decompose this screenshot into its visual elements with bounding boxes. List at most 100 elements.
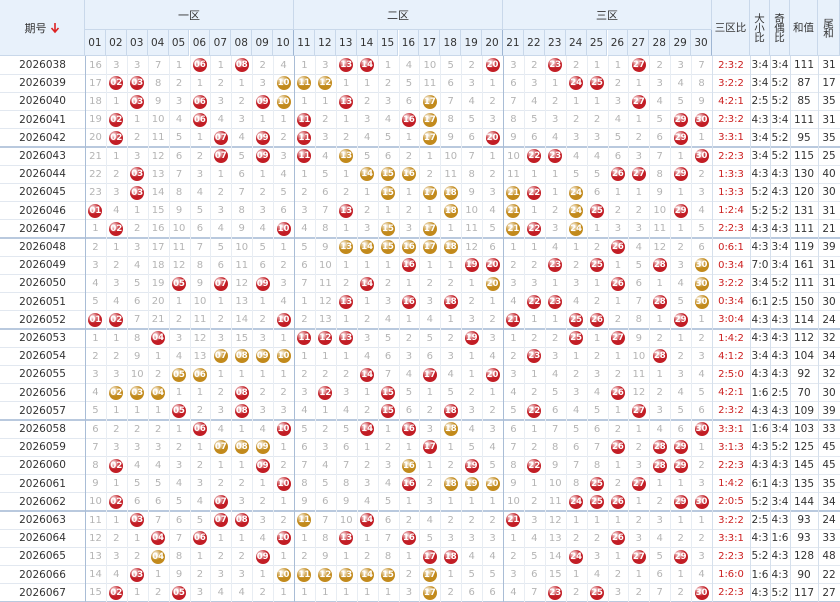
ball: 06 — [192, 112, 207, 127]
omission: 7 — [301, 459, 308, 471]
omission: 6 — [572, 441, 580, 453]
zone-ratio: 3:1:3 — [718, 441, 744, 453]
big-small: 3:4 — [751, 150, 769, 163]
ball: 08 — [234, 58, 249, 73]
omission: 4 — [510, 387, 517, 399]
omission: 10 — [172, 223, 186, 235]
omission: 5 — [92, 405, 99, 417]
ball: 25 — [569, 331, 584, 346]
omission: 3 — [322, 132, 329, 144]
omission: 2 — [238, 478, 245, 490]
omission: 9 — [552, 459, 559, 471]
omission: 6 — [343, 441, 350, 453]
column-line — [335, 56, 337, 602]
omission: 1 — [572, 569, 580, 581]
omission: 1 — [447, 259, 454, 271]
sum: 130 — [793, 168, 815, 181]
omission: 2 — [593, 296, 601, 308]
omission: 1 — [593, 95, 601, 107]
omission: 3 — [405, 223, 413, 235]
omission: 1 — [384, 423, 392, 435]
zone-ratio: 4:2:1 — [718, 95, 744, 107]
omission: 2 — [531, 59, 538, 71]
big-small: 4:3 — [751, 313, 769, 326]
ball: 30 — [694, 422, 709, 437]
omission: 9 — [698, 95, 705, 107]
omission: 4 — [405, 59, 413, 71]
big-small: 4:3 — [751, 168, 769, 181]
omission: 12 — [89, 532, 102, 544]
period: 2026053 — [19, 332, 66, 345]
omission: 3 — [92, 368, 99, 380]
gold-ball: 17 — [422, 240, 437, 255]
zone-ratio: 2:3:2 — [718, 59, 744, 71]
period-header-text: 期号 — [24, 21, 47, 35]
ball: 13 — [339, 531, 354, 546]
omission: 1 — [280, 114, 287, 126]
omission: 3 — [217, 205, 225, 217]
ball: 01 — [88, 312, 103, 327]
omission: 3 — [134, 441, 141, 453]
odd-even: 3:4 — [771, 59, 789, 72]
omission: 2 — [489, 168, 496, 180]
omission: 1 — [489, 150, 496, 162]
gold-ball: 17 — [422, 221, 437, 236]
omission: 1 — [280, 441, 287, 453]
period-header[interactable]: 期号 — [0, 0, 85, 56]
omission: 3 — [635, 223, 643, 235]
column-line — [482, 56, 484, 602]
omission: 5 — [552, 387, 559, 399]
tail-sum: 25 — [822, 150, 836, 163]
zone-header: 二区 — [294, 0, 503, 30]
omission: 1 — [196, 387, 204, 399]
number-header: 21 — [503, 30, 524, 56]
omission: 4 — [92, 387, 99, 399]
omission: 12 — [465, 241, 478, 253]
omission: 3 — [656, 77, 663, 89]
omission: 8 — [343, 478, 350, 490]
omission: 7 — [301, 277, 308, 289]
period: 2026044 — [19, 168, 66, 181]
omission: 6 — [468, 132, 475, 144]
omission: 14 — [151, 186, 165, 198]
number-header: 10 — [273, 30, 294, 56]
ball: 28 — [652, 440, 667, 455]
omission: 3 — [175, 332, 183, 344]
tail-sum: 35 — [822, 131, 836, 144]
omission: 5 — [301, 423, 308, 435]
omission: 3 — [593, 550, 601, 562]
ball: 30 — [694, 494, 709, 509]
ball: 03 — [130, 185, 145, 200]
sum: 114 — [793, 313, 815, 326]
omission: 5 — [405, 77, 413, 89]
gold-ball: 16 — [401, 167, 416, 182]
gold-ball: 13 — [339, 567, 354, 582]
ball: 11 — [297, 130, 312, 145]
omission: 3 — [217, 95, 225, 107]
omission: 1 — [113, 405, 120, 417]
ball: 23 — [527, 349, 542, 364]
zone-ratio: 2:2:3 — [718, 150, 744, 162]
omission: 4 — [426, 514, 434, 526]
ball: 16 — [401, 294, 416, 309]
number-header: 17 — [419, 30, 441, 56]
ball: 17 — [422, 367, 437, 382]
odd-even: 5:2 — [771, 131, 789, 144]
omission: 9 — [447, 132, 454, 144]
number-header: 03 — [126, 30, 148, 56]
omission: 9 — [510, 132, 517, 144]
omission: 8 — [238, 205, 245, 217]
number-header: 11 — [294, 30, 315, 56]
ball: 19 — [464, 258, 479, 273]
omission: 5 — [677, 405, 684, 417]
omission: 1 — [510, 532, 517, 544]
omission: 1 — [175, 59, 183, 71]
ball: 24 — [569, 494, 584, 509]
omission: 1 — [113, 332, 120, 344]
ball: 22 — [527, 149, 542, 164]
ball: 25 — [569, 312, 584, 327]
omission: 1 — [217, 459, 225, 471]
omission: 9 — [635, 332, 643, 344]
tail-sum: 48 — [822, 550, 836, 563]
odd-even: 5:2 — [771, 204, 789, 217]
